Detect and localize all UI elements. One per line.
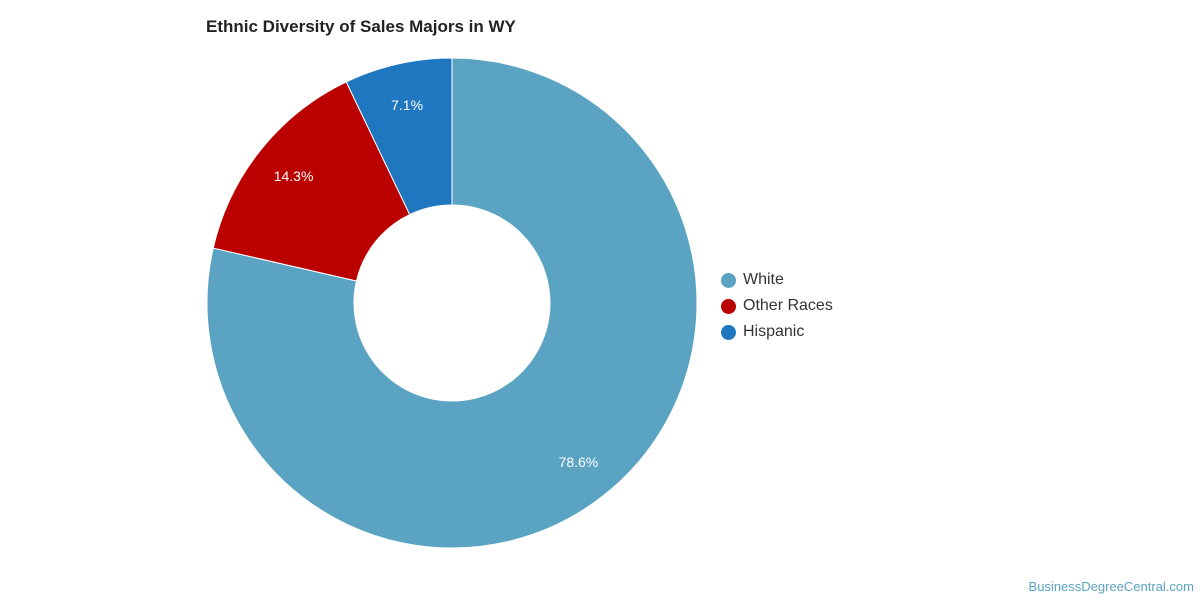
slice-label-white: 78.6% bbox=[559, 454, 599, 470]
legend-item-hispanic[interactable]: Hispanic bbox=[721, 319, 833, 345]
legend-label-hispanic: Hispanic bbox=[743, 323, 805, 340]
legend-item-other-races[interactable]: Other Races bbox=[721, 293, 833, 319]
legend-swatch-white bbox=[721, 272, 736, 288]
slice-other-races[interactable] bbox=[212, 81, 411, 282]
chart-title: Ethnic Diversity of Sales Majors in WY bbox=[206, 17, 516, 36]
slice-label-hispanic: 7.1% bbox=[391, 97, 423, 113]
slice-label-other-races: 14.3% bbox=[274, 168, 314, 184]
slice-hispanic[interactable] bbox=[345, 57, 453, 216]
chart-legend: White Other Races Hispanic bbox=[721, 267, 833, 345]
legend-label-other-races: Other Races bbox=[743, 297, 833, 314]
footer-credit-link[interactable]: BusinessDegreeCentral.com bbox=[1028, 579, 1194, 594]
legend-swatch-other-races bbox=[721, 298, 736, 314]
slice-white[interactable] bbox=[206, 57, 698, 549]
legend-swatch-hispanic bbox=[721, 324, 736, 340]
legend-label-white: White bbox=[743, 271, 784, 288]
legend-item-white[interactable]: White bbox=[721, 267, 833, 293]
